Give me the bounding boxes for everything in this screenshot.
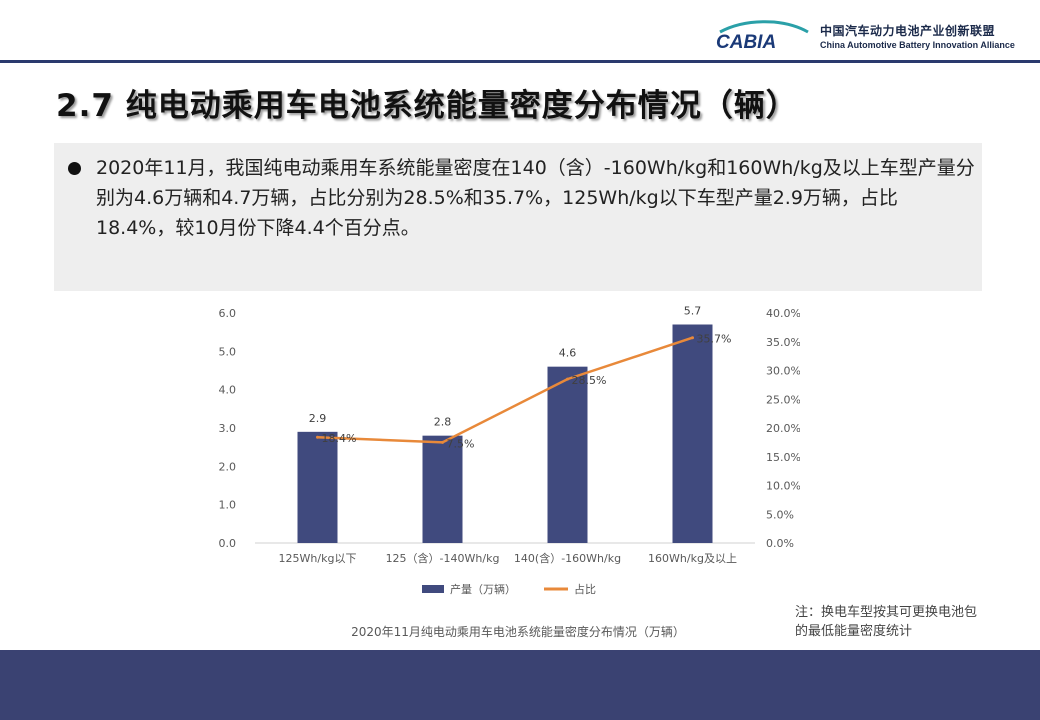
- right-tick-label: 40.0%: [766, 307, 800, 320]
- left-tick-label: 1.0: [219, 499, 237, 512]
- right-tick-label: 20.0%: [766, 422, 800, 435]
- page-title: 2.7 纯电动乘用车电池系统能量密度分布情况（辆）: [56, 88, 798, 124]
- left-tick-label: 6.0: [219, 307, 237, 320]
- right-tick-label: 35.0%: [766, 336, 800, 349]
- share-value-label: 18.4%: [322, 432, 357, 445]
- left-y-axis: 0.0 1.0 2.0 3.0 4.0 5.0 6.0: [219, 307, 237, 550]
- legend-line-label: 占比: [574, 582, 596, 596]
- legend-bar-swatch: [422, 585, 444, 593]
- energy-density-chart: 0.0 1.0 2.0 3.0 4.0 5.0 6.0 0.0% 5.0% 10.0% 15.0%…: [219, 305, 801, 640]
- chart-title: 2020年11月纯电动乘用车电池系统能量密度分布情况（万辆）: [351, 624, 685, 639]
- bar: [547, 366, 588, 543]
- info-text: 2020年11月，我国纯电动乘用车系统能量密度在140（含）-160Wh/kg和…: [96, 157, 975, 239]
- left-tick-label: 5.0: [219, 345, 237, 358]
- share-point: [691, 336, 694, 340]
- bar: [297, 431, 338, 543]
- x-tick-label: 140(含）-160Wh/kg: [514, 551, 621, 565]
- bar: [672, 324, 713, 543]
- info-panel: 2020年11月，我国纯电动乘用车系统能量密度在140（含）-160Wh/kg和…: [54, 143, 982, 291]
- legend-bar-label: 产量（万辆）: [450, 582, 516, 596]
- bar: [422, 435, 463, 543]
- logo-text: CABIA: [716, 32, 776, 53]
- org-name-en: China Automotive Battery Innovation Alli…: [820, 40, 1015, 50]
- share-value-label: 7.5%: [447, 437, 475, 450]
- share-value-label: 35.7%: [697, 333, 732, 346]
- share-point: [566, 377, 569, 381]
- header-divider: [0, 60, 1040, 63]
- bar-value-label: 4.6: [559, 347, 577, 360]
- share-value-label: 28.5%: [572, 374, 607, 387]
- bar-value-label: 2.9: [309, 412, 327, 425]
- left-tick-label: 0.0: [219, 537, 237, 550]
- right-tick-label: 5.0%: [766, 508, 794, 521]
- x-axis-categories: 125Wh/kg以下 125（含）-140Wh/kg 140(含）-160Wh/kg…: [279, 551, 737, 565]
- right-tick-label: 0.0%: [766, 537, 794, 550]
- note-text: 注：换电车型按其可更换电池包的最低能量密度统计: [795, 605, 978, 639]
- share-line: [317, 336, 693, 444]
- share-point: [441, 440, 444, 444]
- right-y-axis: 0.0% 5.0% 10.0% 15.0% 20.0% 25.0% 30.0% 35.0% 40…: [766, 307, 800, 550]
- bullet-dot-icon: [68, 162, 81, 175]
- cabia-logo: CABIA 中国汽车动力电池产业创新联盟 China Automotive Ba…: [708, 18, 1033, 58]
- right-tick-label: 25.0%: [766, 393, 800, 406]
- bar-value-label: 5.7: [684, 305, 702, 318]
- car-swoosh-icon: CABIA: [716, 20, 809, 53]
- right-tick-label: 10.0%: [766, 480, 800, 493]
- x-tick-label: 125Wh/kg以下: [279, 552, 357, 565]
- left-tick-label: 2.0: [219, 460, 237, 473]
- share-point: [316, 435, 319, 439]
- line-series: 18.4% 7.5% 28.5% 35.7%: [316, 333, 732, 450]
- x-tick-label: 160Wh/kg及以上: [648, 552, 737, 565]
- bar-value-label: 2.8: [434, 416, 452, 429]
- right-tick-label: 30.0%: [766, 365, 800, 378]
- right-tick-label: 15.0%: [766, 451, 800, 464]
- left-tick-label: 4.0: [219, 384, 237, 397]
- org-name-cn: 中国汽车动力电池产业创新联盟: [820, 24, 996, 38]
- chart-legend: 产量（万辆） 占比: [422, 582, 596, 596]
- footer-band: [0, 650, 1040, 720]
- left-tick-label: 3.0: [219, 422, 237, 435]
- bar-series: 2.9 2.8 4.6 5.7: [297, 305, 713, 543]
- x-tick-label: 125（含）-140Wh/kg: [386, 551, 500, 565]
